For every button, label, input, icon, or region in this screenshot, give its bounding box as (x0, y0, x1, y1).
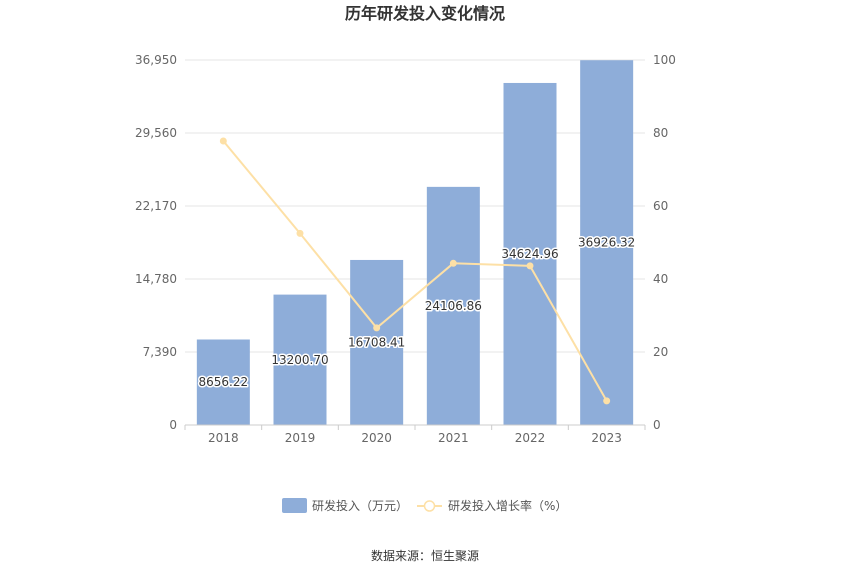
x-tick-label: 2020 (361, 431, 392, 445)
bar-data-label: 34624.96 (501, 247, 558, 261)
x-tick-label: 2018 (208, 431, 239, 445)
y-left-tick-label: 14,780 (135, 272, 177, 286)
bar-labels: 8656.22 13200.70 16708.41 24106.86 34624.96 3… (197, 234, 637, 391)
y-left-tick-label: 36,950 (135, 53, 177, 67)
bar-data-label: 36926.32 (578, 236, 635, 250)
x-tick-label: 2022 (515, 431, 546, 445)
legend-bar-label: 研发投入（万元） (312, 498, 408, 513)
y-left-tick-label: 29,560 (135, 126, 177, 140)
y-right-tick-label: 100 (653, 53, 676, 67)
line-point[interactable] (296, 229, 304, 237)
line-point[interactable] (373, 324, 381, 332)
y-right-tick-label: 20 (653, 345, 668, 359)
bar[interactable] (426, 186, 480, 425)
y-left-tick-label: 0 (169, 418, 177, 432)
legend[interactable]: 研发投入（万元） 研发投入增长率（%） (282, 498, 567, 513)
line-point[interactable] (219, 137, 227, 145)
bar-data-label: 8656.22 (199, 375, 249, 389)
chart-title: 历年研发投入变化情况 (345, 4, 505, 23)
bar-series (196, 60, 634, 426)
legend-bar-swatch (282, 498, 307, 513)
grid-lines (185, 59, 645, 353)
bar-data-label: 16708.41 (348, 335, 405, 349)
y-right-tick-label: 0 (653, 418, 661, 432)
line-series (219, 137, 611, 405)
bar[interactable] (196, 339, 250, 425)
bar[interactable] (350, 259, 404, 425)
source-note: 数据来源：恒生聚源 (371, 548, 479, 563)
y-axis-right: 0 20 40 60 80 100 (653, 53, 676, 432)
x-axis: 2018 2019 2020 2021 2022 2023 (184, 424, 646, 445)
x-tick-label: 2023 (591, 431, 622, 445)
line-point[interactable] (526, 262, 534, 270)
x-tick-label: 2019 (285, 431, 316, 445)
line-point[interactable] (449, 259, 457, 267)
growth-rate-line (222, 140, 608, 402)
y-right-tick-label: 80 (653, 126, 668, 140)
y-left-tick-label: 22,170 (135, 199, 177, 213)
y-right-tick-label: 60 (653, 199, 668, 213)
bar[interactable] (273, 294, 327, 425)
line-point[interactable] (603, 397, 611, 405)
bar[interactable] (503, 82, 557, 426)
y-axis-left: 0 7,390 14,780 22,170 29,560 36,950 (135, 53, 177, 432)
bar-data-label: 13200.70 (271, 353, 328, 367)
x-tick-label: 2021 (438, 431, 469, 445)
y-left-tick-label: 7,390 (143, 345, 177, 359)
legend-line-marker (423, 500, 436, 512)
y-right-tick-label: 40 (653, 272, 668, 286)
bar[interactable] (580, 60, 634, 425)
bar-data-label: 24106.86 (425, 299, 482, 313)
legend-line-label: 研发投入增长率（%） (448, 498, 567, 513)
